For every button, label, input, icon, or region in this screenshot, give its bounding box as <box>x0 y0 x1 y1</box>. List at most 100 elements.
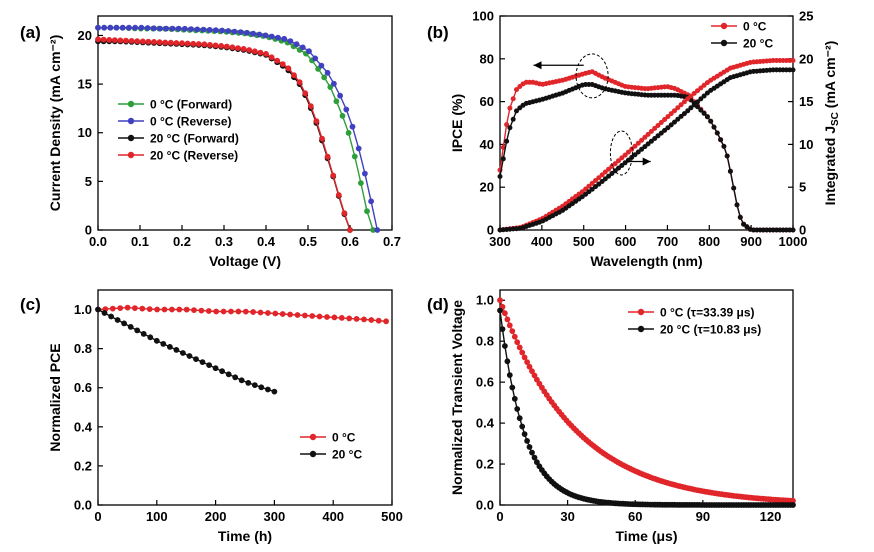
data-point <box>108 313 114 320</box>
data-point <box>514 406 521 412</box>
data-point <box>109 305 116 312</box>
data-point <box>206 362 212 368</box>
data-point <box>727 168 733 174</box>
ipce-ellipse <box>575 53 609 99</box>
y-tick-label: 0.8 <box>74 341 92 356</box>
data-point <box>287 38 294 44</box>
data-point <box>138 24 145 31</box>
data-point <box>333 98 340 105</box>
data-point <box>113 24 120 31</box>
data-point <box>737 214 743 220</box>
data-point <box>501 343 508 349</box>
data-point <box>272 310 279 317</box>
data-point <box>212 42 219 49</box>
data-point <box>688 105 694 111</box>
x-tick-label: 500 <box>381 509 403 524</box>
data-point <box>701 110 707 116</box>
data-point <box>375 317 382 324</box>
data-point <box>642 134 648 140</box>
panel-label: (c) <box>20 295 41 314</box>
data-point <box>642 144 648 150</box>
data-point <box>497 307 503 314</box>
data-point <box>645 141 651 147</box>
series-c-0 <box>95 304 389 325</box>
data-point <box>511 333 518 340</box>
data-point <box>264 386 271 393</box>
x-tick-label: 800 <box>698 234 720 249</box>
data-point <box>245 379 252 386</box>
data-point <box>330 80 337 87</box>
data-point <box>139 305 146 312</box>
data-point <box>327 84 334 90</box>
data-point <box>583 186 589 192</box>
plot-frame <box>97 15 393 231</box>
data-point <box>658 130 664 136</box>
x-axis-title: Voltage (V) <box>209 253 281 269</box>
data-point <box>569 201 575 207</box>
y-axis-title: Normalized PCE <box>47 343 63 451</box>
data-point <box>592 178 598 184</box>
data-point <box>516 415 523 422</box>
data-point <box>612 161 618 167</box>
x-tick-label: 0.5 <box>299 234 317 249</box>
data-point <box>655 133 661 139</box>
data-point <box>126 24 132 31</box>
x-tick-label: 400 <box>531 234 553 249</box>
data-point <box>193 356 199 362</box>
data-point <box>615 158 621 164</box>
data-point <box>235 308 242 315</box>
x-tick-label: 90 <box>696 509 710 524</box>
legend-label: 0 °C <box>743 20 767 34</box>
data-point <box>606 166 612 172</box>
y-right-tick-label: 20 <box>799 51 813 66</box>
data-point <box>501 310 508 317</box>
data-point <box>619 155 625 161</box>
data-point <box>721 143 727 149</box>
data-point <box>655 123 661 129</box>
data-point <box>629 146 635 152</box>
data-point <box>134 38 141 45</box>
y-tick-label: 1.0 <box>74 302 92 317</box>
data-point <box>173 346 180 353</box>
data-point <box>206 26 213 33</box>
y-tick-label: 0.0 <box>74 498 92 513</box>
data-point <box>205 308 212 314</box>
data-point <box>357 180 364 186</box>
legend-label: 0 °C (τ=33.39 μs) <box>660 306 755 320</box>
data-point <box>509 328 516 334</box>
y-right-tick-label: 15 <box>799 94 813 109</box>
data-point <box>179 350 186 356</box>
data-point <box>529 449 535 456</box>
data-point <box>117 305 124 311</box>
legend-marker <box>127 117 135 125</box>
data-point <box>338 314 345 321</box>
data-point <box>257 309 264 316</box>
legend-label: 20 °C (τ=10.83 μs) <box>660 323 761 337</box>
data-point <box>168 306 175 313</box>
data-point <box>734 202 740 208</box>
data-point <box>632 143 638 149</box>
data-point <box>95 24 101 31</box>
x-tick-label: 300 <box>264 509 286 524</box>
data-point <box>694 88 700 94</box>
x-tick-label: 0.4 <box>257 234 276 249</box>
data-point <box>497 174 503 180</box>
data-point <box>232 374 239 381</box>
x-tick-label: 60 <box>628 509 642 524</box>
data-point <box>181 25 188 32</box>
data-point <box>694 99 700 105</box>
data-point <box>688 93 694 99</box>
data-point <box>264 310 271 316</box>
series-d-1 <box>497 307 796 508</box>
data-point <box>294 312 301 318</box>
data-point <box>583 191 589 197</box>
data-point <box>124 304 131 311</box>
data-point <box>790 502 796 508</box>
data-point <box>240 46 247 52</box>
data-point <box>223 43 230 50</box>
data-point <box>147 334 154 341</box>
data-point <box>519 349 526 356</box>
data-point <box>790 67 796 73</box>
data-point <box>514 339 521 346</box>
legend-marker <box>127 134 135 142</box>
